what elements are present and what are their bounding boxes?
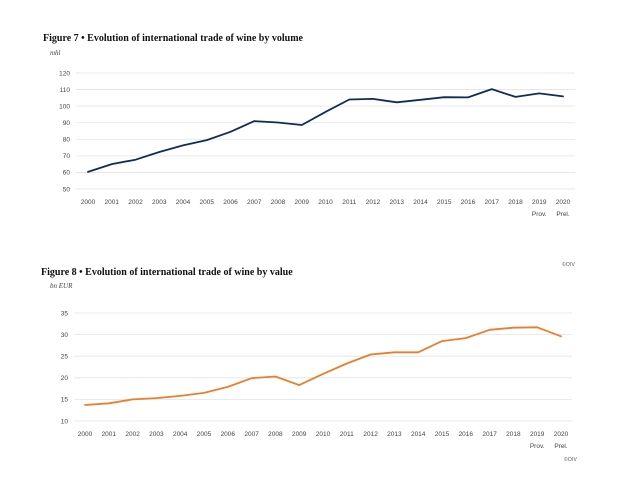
x-tick-label: 2000 (78, 431, 93, 438)
x-tick-label: 2013 (390, 199, 405, 206)
x-tick-label: 2016 (459, 431, 474, 438)
x-tick-label: 2004 (176, 199, 191, 206)
y-tick-label: 35 (61, 310, 69, 317)
y-tick-label: 30 (61, 332, 69, 339)
x-tick-label: 2001 (105, 199, 120, 206)
x-tick-label: 2006 (221, 431, 236, 438)
x-tick-label: 2013 (387, 431, 402, 438)
x-tick-sublabel: Prov. (532, 211, 547, 218)
y-tick-label: 120 (59, 70, 70, 77)
y-tick-label: 25 (61, 354, 69, 361)
x-tick-label: 2020 (556, 199, 571, 206)
x-tick-label: 2010 (318, 199, 333, 206)
x-tick-label: 2003 (152, 199, 167, 206)
y-tick-label: 70 (63, 153, 71, 160)
figure-8-value-chart: Figure 8 • Evolution of international tr… (0, 250, 622, 488)
y-tick-label: 110 (60, 87, 71, 94)
x-tick-label: 2008 (268, 431, 283, 438)
x-tick-label: 2015 (437, 199, 452, 206)
x-tick-sublabel: Prel. (556, 211, 570, 218)
x-tick-label: 2002 (125, 431, 140, 438)
x-tick-label: 2011 (342, 199, 356, 206)
x-tick-sublabel: Prel. (554, 443, 568, 450)
y-tick-label: 20 (61, 375, 69, 382)
y-tick-label: 10 (61, 418, 69, 425)
series-line (84, 326, 562, 406)
credit-oiv-figure-8: ©OIV (564, 457, 578, 463)
x-tick-label: 2015 (435, 431, 450, 438)
x-tick-label: 2011 (340, 431, 354, 438)
x-tick-label: 2008 (271, 199, 286, 206)
x-tick-label: 2020 (554, 431, 569, 438)
y-tick-label: 60 (63, 170, 71, 177)
y-tick-label: 100 (59, 103, 70, 110)
x-tick-label: 2012 (363, 431, 378, 438)
x-tick-label: 2018 (506, 431, 521, 438)
chart-title: Figure 7 • Evolution of international tr… (43, 33, 303, 44)
chart-title: Figure 8 • Evolution of international tr… (41, 267, 293, 278)
x-tick-label: 2005 (197, 431, 212, 438)
x-tick-label: 2001 (102, 431, 117, 438)
x-tick-label: 2007 (244, 431, 259, 438)
x-tick-label: 2003 (149, 431, 164, 438)
x-tick-label: 2006 (223, 199, 238, 206)
series-line (87, 88, 564, 173)
x-tick-label: 2000 (81, 199, 96, 206)
x-tick-label: 2017 (485, 199, 500, 206)
x-tick-label: 2016 (461, 199, 476, 206)
figure-7-volume-chart: Figure 7 • Evolution of international tr… (0, 0, 622, 240)
y-axis-unit-label: bn EUR (50, 282, 73, 290)
x-tick-label: 2005 (200, 199, 215, 206)
x-tick-label: 2012 (366, 199, 381, 206)
x-tick-label: 2017 (482, 431, 497, 438)
credit-oiv-figure-7: ©OIV (562, 262, 576, 268)
value-line-chart: 10 15 20 25 30 35 2000 2001 2002 2003 2004 2005 2006… (61, 310, 572, 450)
x-tick-label: 2014 (411, 431, 426, 438)
x-tick-label: 2004 (173, 431, 188, 438)
x-tick-label: 2009 (295, 199, 310, 206)
y-tick-label: 15 (61, 397, 69, 404)
x-tick-label: 2010 (316, 431, 331, 438)
y-tick-label: 90 (63, 120, 71, 127)
x-tick-label: 2002 (128, 199, 143, 206)
y-tick-label: 50 (63, 186, 71, 193)
x-tick-label: 2019 (532, 199, 547, 206)
y-tick-label: 80 (63, 137, 71, 144)
y-axis-unit-label: mhl (50, 49, 61, 57)
x-tick-label: 2019 (530, 431, 545, 438)
x-tick-label: 2009 (292, 431, 307, 438)
x-tick-label: 2014 (413, 199, 428, 206)
x-tick-label: 2018 (508, 199, 523, 206)
x-tick-sublabel: Prov. (530, 443, 545, 450)
volume-line-chart: 50 60 70 80 90 100 110 120 2000 2001 2002 2003 2004 2… (59, 70, 575, 218)
x-tick-label: 2007 (247, 199, 262, 206)
